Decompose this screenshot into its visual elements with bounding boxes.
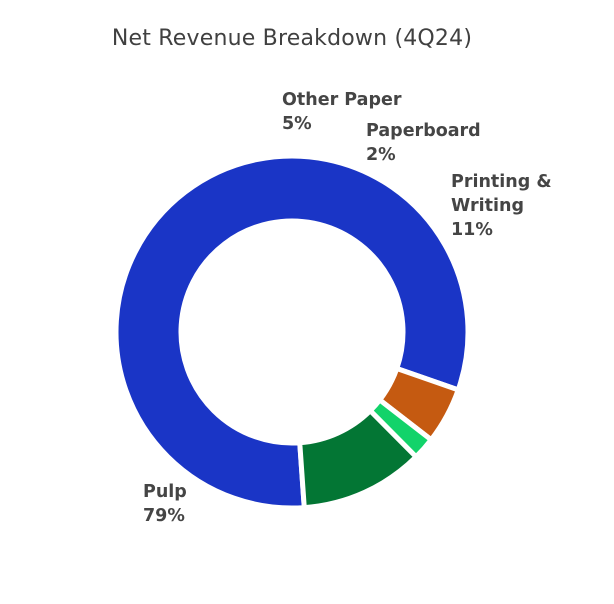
- label-printing-writing-line1: Printing &: [451, 172, 552, 192]
- label-other-paper: Other Paper 5%: [282, 88, 401, 136]
- label-pulp-name: Pulp: [143, 482, 187, 502]
- slice-pulp: [113, 153, 471, 511]
- label-printing-writing-value: 11%: [451, 220, 493, 240]
- label-pulp-value: 79%: [143, 506, 185, 526]
- slice-printing-writing: [297, 407, 420, 511]
- label-other-paper-value: 5%: [282, 114, 312, 134]
- label-paperboard-value: 2%: [366, 145, 396, 165]
- chart-title: Net Revenue Breakdown (4Q24): [111, 26, 473, 51]
- label-paperboard-name: Paperboard: [366, 121, 481, 141]
- label-pulp: Pulp 79%: [143, 480, 187, 528]
- label-other-paper-name: Other Paper: [282, 90, 402, 110]
- label-paperboard: Paperboard 2%: [366, 119, 481, 167]
- label-printing-writing-line2: Writing: [451, 196, 524, 216]
- label-printing-writing: Printing & Writing 11%: [451, 170, 552, 242]
